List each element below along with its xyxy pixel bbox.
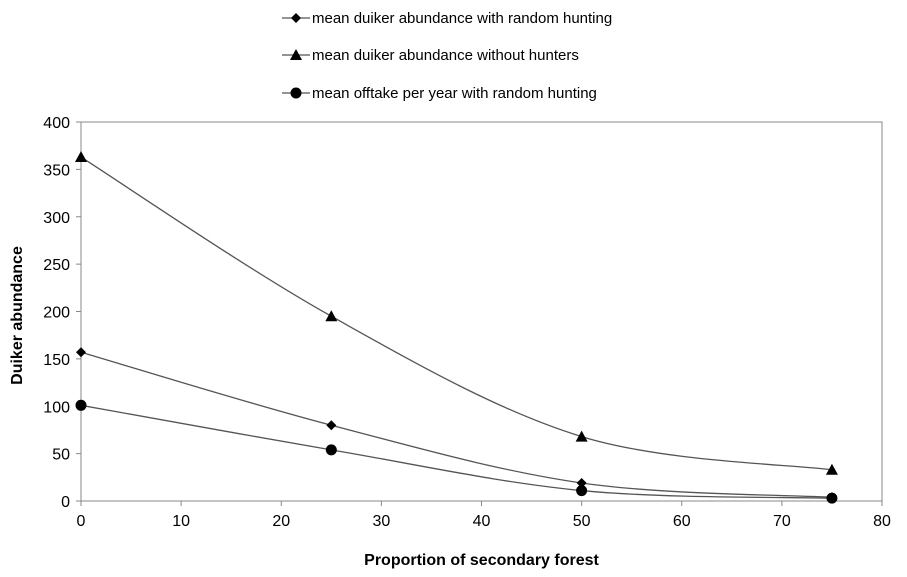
x-tick-label: 20: [272, 513, 290, 530]
y-tick-label: 350: [43, 162, 70, 179]
legend: mean duiker abundance with random huntin…: [282, 10, 612, 102]
y-tick-label: 200: [43, 305, 70, 322]
y-axis-title: Duiker abundance: [9, 246, 26, 385]
x-tick-label: 70: [773, 513, 791, 530]
data-point-diamond: [76, 347, 86, 358]
data-point-diamond: [576, 477, 587, 488]
y-tick-label: 100: [43, 399, 70, 416]
axes: 0 50 100 150 200 250 300 350 400 0 10 20 30 40 50 60 70 8…: [43, 115, 891, 530]
legend-marker-diamond: [291, 13, 301, 23]
data-point-circle: [325, 444, 337, 456]
y-tick-label: 300: [43, 210, 70, 227]
data-point-triangle: [75, 151, 87, 163]
data-point-triangle: [575, 430, 588, 442]
plot-area: [80, 121, 883, 502]
y-tick-label: 150: [43, 352, 70, 369]
data-point-triangle: [325, 310, 338, 322]
legend-marker-triangle: [290, 49, 302, 60]
legend-label: mean offtake per year with random huntin…: [312, 85, 597, 102]
x-tick-label: 40: [473, 513, 491, 530]
series-lines: [80, 156, 833, 499]
y-tick-label: 400: [43, 115, 70, 132]
x-tick-label: 0: [77, 513, 86, 530]
data-point-diamond: [326, 420, 337, 431]
series-line-circle: [80, 404, 832, 499]
x-axis-title: Proportion of secondary forest: [364, 552, 599, 569]
series-line-triangle: [80, 156, 833, 471]
series-line-diamond: [80, 351, 832, 498]
legend-marker-circle: [290, 87, 302, 99]
y-tick-label: 250: [43, 257, 70, 274]
x-tick-label: 30: [372, 513, 390, 530]
x-tick-label: 80: [873, 513, 891, 530]
data-point-circle: [75, 399, 87, 411]
legend-label: mean duiker abundance without hunters: [312, 47, 579, 64]
legend-label: mean duiker abundance with random huntin…: [312, 10, 612, 27]
x-tick-label: 10: [172, 513, 190, 530]
x-tick-label: 50: [573, 513, 591, 530]
series-markers: [75, 151, 838, 504]
data-point-circle: [576, 485, 588, 497]
y-tick-label: 0: [61, 494, 70, 511]
data-point-circle: [826, 492, 838, 504]
y-tick-label: 50: [52, 447, 70, 464]
data-point-triangle: [825, 463, 838, 475]
x-tick-label: 60: [673, 513, 691, 530]
